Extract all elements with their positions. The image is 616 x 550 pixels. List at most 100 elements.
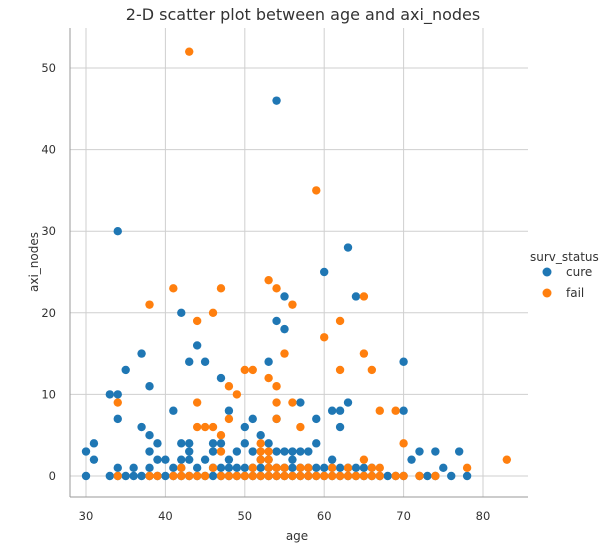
x-tick-labels: 30 40 50 60 70 80 <box>79 509 491 523</box>
point-fail <box>169 471 178 481</box>
point-fail <box>264 455 273 464</box>
point-fail <box>153 471 162 481</box>
point-fail <box>399 471 408 481</box>
point-cure <box>105 390 115 399</box>
point-fail <box>375 406 384 415</box>
point-cure <box>81 447 91 456</box>
point-cure <box>177 439 186 448</box>
point-cure <box>89 455 99 464</box>
point-fail <box>367 463 377 473</box>
point-fail <box>256 471 265 481</box>
x-tick-label: 80 <box>476 509 491 523</box>
point-fail <box>192 471 202 481</box>
point-cure <box>216 463 226 473</box>
point-fail <box>288 300 297 309</box>
point-fail <box>272 284 281 293</box>
point-cure <box>272 96 281 105</box>
point-fail <box>248 471 257 481</box>
point-fail <box>232 471 242 481</box>
point-fail <box>185 471 194 481</box>
point-cure <box>153 455 162 464</box>
point-cure <box>192 463 202 473</box>
point-fail <box>296 422 305 432</box>
point-cure <box>169 406 178 415</box>
point-cure <box>216 373 226 383</box>
point-cure <box>232 447 242 456</box>
point-cure <box>288 463 297 473</box>
point-fail <box>391 471 400 481</box>
point-cure <box>327 455 337 464</box>
point-cure <box>288 455 297 464</box>
point-cure <box>137 422 146 432</box>
point-cure <box>113 227 122 236</box>
point-cure <box>248 414 257 424</box>
point-fail <box>367 365 377 375</box>
x-tick-label: 30 <box>79 509 94 523</box>
point-fail <box>216 431 226 440</box>
point-fail <box>343 463 353 473</box>
point-fail <box>200 471 210 481</box>
legend-label-fail: fail <box>566 286 584 300</box>
point-fail <box>256 455 265 464</box>
point-fail <box>367 471 377 481</box>
point-fail <box>375 471 384 481</box>
point-cure <box>192 341 202 350</box>
y-tick-label: 10 <box>41 387 56 401</box>
point-cure <box>145 447 154 456</box>
grid-lines <box>70 28 528 497</box>
point-cure <box>216 439 226 448</box>
point-fail <box>256 439 265 448</box>
legend-marker-cure <box>542 267 552 277</box>
point-fail <box>312 186 321 195</box>
point-fail <box>192 422 202 432</box>
point-fail <box>288 398 297 407</box>
point-cure <box>415 447 424 456</box>
point-cure <box>185 439 194 448</box>
point-fail <box>272 414 281 424</box>
y-tick-label: 50 <box>41 61 56 75</box>
point-cure <box>351 463 361 473</box>
point-cure <box>288 447 297 456</box>
point-fail <box>335 471 345 481</box>
point-fail <box>200 422 210 432</box>
point-cure <box>137 349 146 358</box>
point-fail <box>208 463 218 473</box>
point-cure <box>399 357 408 366</box>
point-cure <box>89 439 99 448</box>
point-cure <box>447 471 456 481</box>
point-fail <box>296 471 305 481</box>
point-fail <box>113 398 122 407</box>
point-cure <box>423 471 432 481</box>
point-cure <box>145 382 154 391</box>
point-cure <box>383 471 392 481</box>
point-cure <box>224 406 234 415</box>
point-fail <box>248 463 257 473</box>
point-cure <box>296 398 305 407</box>
point-fail <box>415 471 424 481</box>
point-cure <box>208 471 218 481</box>
point-fail <box>224 414 234 424</box>
y-tick-label: 40 <box>41 143 56 157</box>
point-fail <box>272 382 281 391</box>
point-cure <box>113 414 122 424</box>
point-fail <box>256 447 265 456</box>
point-fail <box>177 463 186 473</box>
point-fail <box>208 308 218 317</box>
point-cure <box>280 447 289 456</box>
point-fail <box>312 471 321 481</box>
point-cure <box>335 463 345 473</box>
point-fail <box>145 471 154 481</box>
point-fail <box>288 471 297 481</box>
point-cure <box>280 324 289 334</box>
point-cure <box>208 447 218 456</box>
point-fail <box>304 463 313 473</box>
point-cure <box>248 447 257 456</box>
point-cure <box>200 455 210 464</box>
point-cure <box>320 463 329 473</box>
point-fail <box>145 300 154 309</box>
point-fail <box>359 455 369 464</box>
point-fail <box>240 471 249 481</box>
point-fail <box>264 471 273 481</box>
point-fail <box>192 398 202 407</box>
